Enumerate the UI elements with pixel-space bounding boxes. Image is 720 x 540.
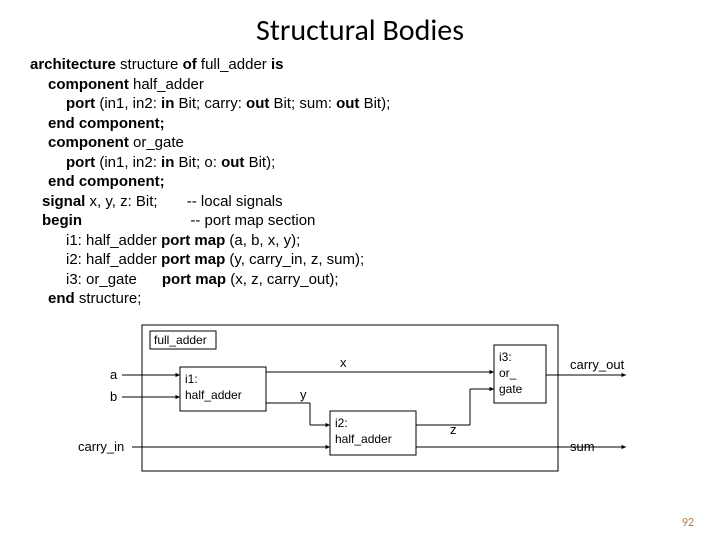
page-title: Structural Bodies — [30, 12, 690, 49]
svg-text:carry_out: carry_out — [570, 357, 625, 372]
svg-text:or_: or_ — [499, 366, 517, 380]
svg-text:b: b — [110, 389, 117, 404]
svg-text:half_adder: half_adder — [335, 432, 392, 446]
svg-text:x: x — [340, 355, 347, 370]
svg-text:half_adder: half_adder — [185, 388, 242, 402]
svg-text:z: z — [450, 422, 457, 437]
svg-text:a: a — [110, 367, 118, 382]
svg-text:gate: gate — [499, 382, 523, 396]
vhdl-code-block: architecture structure of full_adder is … — [30, 55, 690, 309]
svg-text:i2:: i2: — [335, 416, 348, 430]
svg-text:full_adder: full_adder — [154, 333, 207, 347]
svg-text:i3:: i3: — [499, 350, 512, 364]
block-diagram: full_adder i1: half_adder i2: half_adder i3: o… — [70, 319, 690, 484]
svg-text:y: y — [300, 387, 307, 402]
page-number: 92 — [682, 516, 694, 530]
svg-text:sum: sum — [570, 439, 595, 454]
svg-text:i1:: i1: — [185, 372, 198, 386]
svg-text:carry_in: carry_in — [78, 439, 124, 454]
